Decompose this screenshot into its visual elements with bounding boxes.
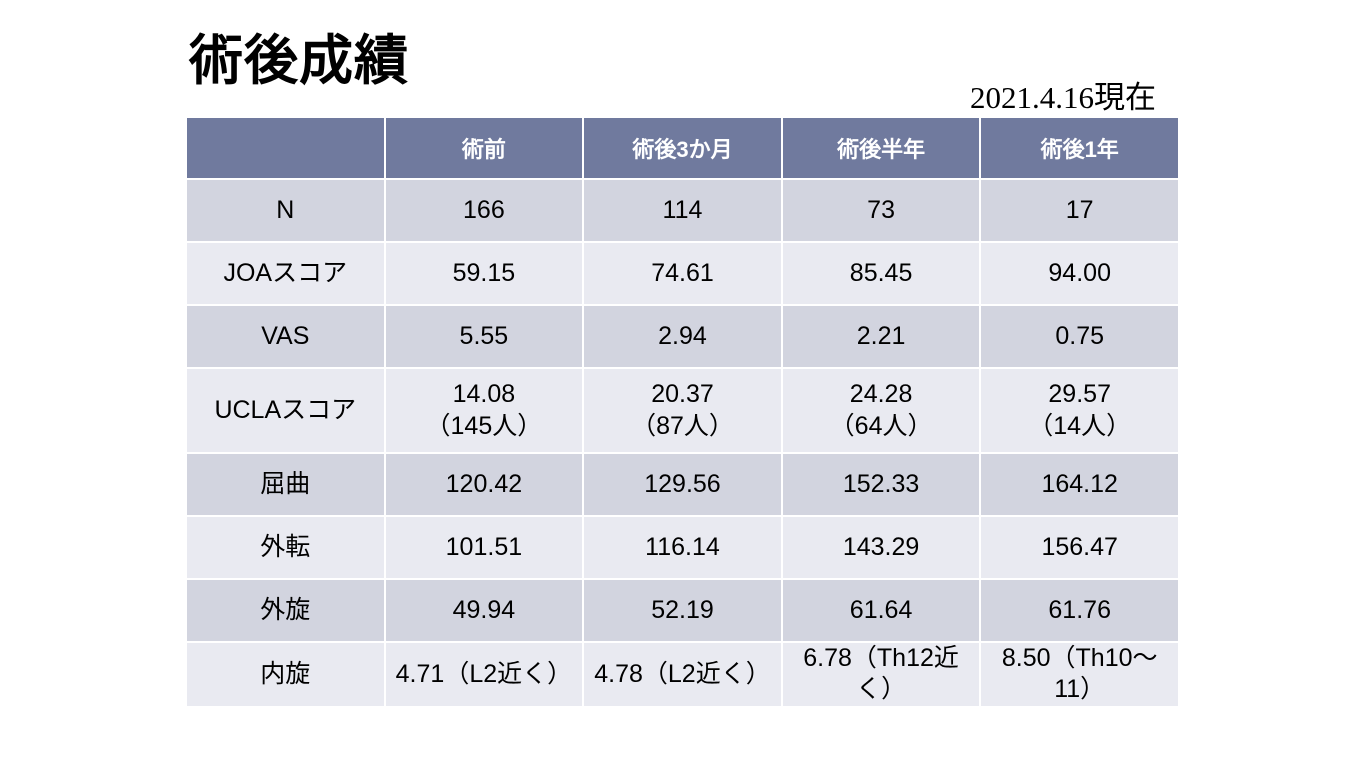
table-cell: 164.12 [981,454,1178,515]
table-cell: 4.78（L2近く） [584,643,781,706]
row-label: 内旋 [187,643,384,706]
table-cell: 2.21 [782,306,980,367]
table-cell: 120.42 [385,454,583,515]
column-header-1year: 術後1年 [981,118,1178,178]
table-cell: 94.00 [981,243,1178,304]
table-cell: 8.50（Th10～11） [981,643,1178,706]
column-header-3months: 術後3か月 [584,118,781,178]
table-cell: 61.76 [981,580,1178,641]
table-cell: 85.45 [782,243,980,304]
table-cell: 52.19 [584,580,781,641]
table-row-external-rotation: 外旋 49.94 52.19 61.64 61.76 [187,580,1178,641]
table-cell: 4.71（L2近く） [385,643,583,706]
table-cell: 101.51 [385,517,583,578]
table-cell: 14.08 （145人） [385,369,583,452]
table-cell: 24.28 （64人） [782,369,980,452]
table-cell: 129.56 [584,454,781,515]
table-row-internal-rotation: 内旋 4.71（L2近く） 4.78（L2近く） 6.78（Th12近く） 8.… [187,643,1178,706]
column-header-preop: 術前 [385,118,583,178]
row-label: N [187,180,384,241]
table-cell: 0.75 [981,306,1178,367]
column-header-empty [187,118,384,178]
results-table: 術前 術後3か月 術後半年 術後1年 N 166 114 73 17 JOAスコ… [185,116,1180,708]
table-row-n: N 166 114 73 17 [187,180,1178,241]
table-header-row: 術前 術後3か月 術後半年 術後1年 [187,118,1178,178]
table-row-flexion: 屈曲 120.42 129.56 152.33 164.12 [187,454,1178,515]
table-cell: 2.94 [584,306,781,367]
table-cell: 143.29 [782,517,980,578]
table-row-ucla-score: UCLAスコア 14.08 （145人） 20.37 （87人） 24.28 （… [187,369,1178,452]
table-row-joa-score: JOAスコア 59.15 74.61 85.45 94.00 [187,243,1178,304]
table-cell: 17 [981,180,1178,241]
table-cell: 49.94 [385,580,583,641]
table-cell: 29.57 （14人） [981,369,1178,452]
page-title: 術後成績 [189,31,409,91]
table-cell: 152.33 [782,454,980,515]
table-cell: 5.55 [385,306,583,367]
row-label: VAS [187,306,384,367]
row-label: 屈曲 [187,454,384,515]
table-row-vas: VAS 5.55 2.94 2.21 0.75 [187,306,1178,367]
row-label: UCLAスコア [187,369,384,452]
table-cell: 73 [782,180,980,241]
table-cell: 116.14 [584,517,781,578]
date-note: 2021.4.16現在 [970,80,1156,115]
table-cell: 74.61 [584,243,781,304]
row-label: JOAスコア [187,243,384,304]
table-cell: 59.15 [385,243,583,304]
table-cell: 114 [584,180,781,241]
table-cell: 156.47 [981,517,1178,578]
table-cell: 20.37 （87人） [584,369,781,452]
table-cell: 6.78（Th12近く） [782,643,980,706]
table-cell: 61.64 [782,580,980,641]
table-row-abduction: 外転 101.51 116.14 143.29 156.47 [187,517,1178,578]
column-header-6months: 術後半年 [782,118,980,178]
row-label: 外転 [187,517,384,578]
row-label: 外旋 [187,580,384,641]
table-cell: 166 [385,180,583,241]
